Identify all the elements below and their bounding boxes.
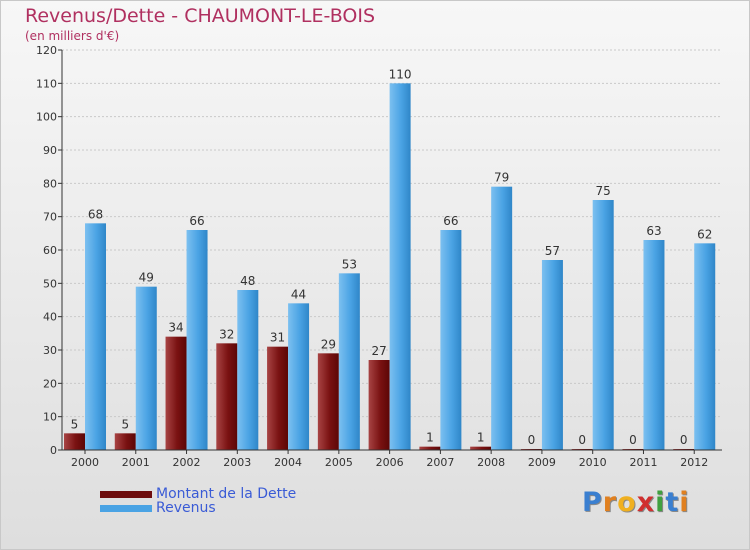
- data-label-dette: 5: [121, 417, 129, 431]
- legend-item-revenus: Revenus: [100, 500, 216, 516]
- x-tick-label: 2000: [71, 456, 99, 469]
- y-tick-label: 90: [43, 144, 57, 157]
- logo-letter: t: [665, 487, 680, 518]
- data-labels: 5 68 5 49 34 66 32 48 31 44 29 53 27 110 1 66 1 79 0 57 0 75 0…: [71, 67, 713, 447]
- bar-revenus: [592, 200, 614, 450]
- bar-dette: [470, 446, 492, 450]
- logo-letter: o: [617, 487, 637, 518]
- bar-dette: [368, 360, 390, 450]
- bar-dette: [267, 346, 289, 450]
- data-label-revenus: 57: [545, 244, 560, 258]
- y-tick-label: 80: [43, 177, 57, 190]
- x-tick-label: 2003: [223, 456, 251, 469]
- data-label-dette: 27: [371, 344, 386, 358]
- bar-dette: [114, 433, 136, 450]
- chart-title: Revenus/Dette - CHAUMONT-LE-BOIS: [25, 5, 376, 27]
- logo-letter: i: [655, 487, 666, 518]
- x-tick-label: 2012: [680, 456, 708, 469]
- legend-swatch-revenus: [100, 504, 152, 512]
- y-tick-label: 110: [36, 77, 57, 90]
- data-label-revenus: 75: [596, 184, 611, 198]
- legend-label-revenus: Revenus: [156, 500, 216, 516]
- y-tick-label: 0: [50, 444, 57, 457]
- x-tick-label: 2006: [376, 456, 404, 469]
- y-tick-label: 20: [43, 377, 57, 390]
- data-label-dette: 29: [321, 337, 336, 351]
- bars: [64, 83, 716, 450]
- data-label-dette: 0: [629, 433, 637, 447]
- bar-dette: [216, 343, 238, 450]
- bar-revenus: [338, 273, 360, 450]
- bar-dette: [64, 433, 85, 450]
- logo-letter: P: [582, 487, 603, 518]
- y-tick-label: 40: [43, 311, 57, 324]
- data-label-dette: 5: [71, 417, 79, 431]
- data-label-revenus: 66: [189, 214, 204, 228]
- x-tick-label: 2007: [426, 456, 454, 469]
- bar-revenus: [135, 286, 157, 450]
- data-label-revenus: 49: [139, 271, 154, 285]
- data-label-revenus: 53: [342, 257, 357, 271]
- x-tick-label: 2011: [629, 456, 657, 469]
- bar-dette: [419, 446, 441, 450]
- y-tick-label: 120: [36, 44, 57, 57]
- bar-revenus: [440, 230, 462, 450]
- data-label-dette: 0: [528, 433, 536, 447]
- logo-letter: r: [602, 487, 618, 518]
- bar-dette: [165, 336, 187, 450]
- data-label-revenus: 48: [240, 274, 255, 288]
- y-tick-label: 50: [43, 277, 57, 290]
- bar-revenus: [237, 290, 259, 450]
- legend-item-dette: Montant de la Dette: [100, 486, 296, 502]
- x-tick-label: 2005: [325, 456, 353, 469]
- x-tick-label: 2001: [122, 456, 150, 469]
- bar-revenus: [694, 243, 716, 450]
- y-tick-label: 10: [43, 411, 57, 424]
- logo-letter: x: [636, 487, 656, 518]
- x-tick-label: 2004: [274, 456, 302, 469]
- bar-dette: [317, 353, 339, 450]
- data-label-revenus: 68: [88, 207, 103, 221]
- data-label-dette: 1: [426, 431, 434, 445]
- legend-swatch-dette: [100, 490, 152, 498]
- bar-revenus: [643, 240, 665, 450]
- data-label-revenus: 44: [291, 287, 306, 301]
- data-label-revenus: 110: [389, 67, 412, 81]
- bar-revenus: [541, 260, 563, 450]
- bar-revenus: [288, 303, 310, 450]
- x-tick-label: 2008: [477, 456, 505, 469]
- data-label-dette: 1: [477, 431, 485, 445]
- y-tick-label: 70: [43, 211, 57, 224]
- data-label-revenus: 63: [646, 224, 661, 238]
- bar-revenus: [85, 223, 106, 450]
- data-label-dette: 31: [270, 331, 285, 345]
- y-tick-label: 30: [43, 344, 57, 357]
- bar-revenus: [389, 83, 411, 450]
- data-label-revenus: 66: [443, 214, 458, 228]
- data-label-dette: 34: [168, 321, 183, 335]
- logo-letter: i: [679, 487, 690, 518]
- bar-revenus: [186, 230, 208, 450]
- x-tick-label: 2002: [173, 456, 201, 469]
- proxiti-logo: Proxiti: [582, 487, 690, 518]
- bar-revenus: [491, 186, 513, 450]
- x-tick-label: 2010: [579, 456, 607, 469]
- data-label-dette: 32: [219, 327, 234, 341]
- chart-subtitle: (en milliers d'€): [25, 29, 120, 43]
- y-tick-label: 60: [43, 244, 57, 257]
- x-tick-label: 2009: [528, 456, 556, 469]
- y-tick-label: 100: [36, 111, 57, 124]
- data-label-dette: 0: [680, 433, 688, 447]
- legend-label-dette: Montant de la Dette: [156, 486, 297, 502]
- data-label-revenus: 79: [494, 171, 509, 185]
- data-label-revenus: 62: [697, 227, 712, 241]
- data-label-dette: 0: [578, 433, 586, 447]
